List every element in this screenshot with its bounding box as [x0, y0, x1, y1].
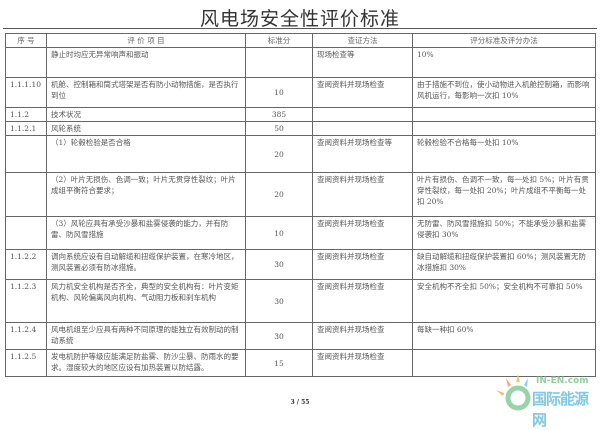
row-number	[5, 135, 47, 173]
row-criteria: 每缺一种扣 60%	[412, 322, 596, 350]
row-number: 1.1.2	[5, 107, 47, 122]
watermark-cn: 国际能源网	[532, 390, 589, 429]
row-number: 1.1.2.1	[5, 121, 47, 136]
row-criteria: 无防雷、防风雪措施扣 50%；不能承受沙暴和盐雾侵袭扣 30%	[412, 216, 596, 250]
watermark-logo: IN-EN.com 国际能源网	[492, 370, 597, 429]
title-divider	[3, 28, 597, 29]
table-row: 1.1.2.2 调向系统应设有自动解缆和扭缆保护装置，在寒冷地区，测风装置必须有防…	[5, 249, 596, 280]
table-row: 1.1.2.5 发电机防护等级应能满足防盐雾、防沙尘暴、防雨水的要求。湿度较大的地…	[5, 349, 596, 377]
row-method: 查阅资料并现场检查	[312, 349, 413, 377]
watermark-en: IN-EN.com	[536, 376, 589, 386]
header-method: 查证方法	[312, 33, 413, 48]
row-criteria: 10%	[412, 47, 596, 78]
table-row: 1.1.2 技术状况 385	[5, 107, 596, 122]
row-score: 385	[245, 107, 313, 122]
row-score: 50	[245, 121, 313, 136]
row-criteria	[412, 349, 596, 377]
row-score: 20	[245, 135, 313, 173]
table-header-row: 序 号 评 价 项 目 标准分 查证方法 评分标准及评分办法	[5, 33, 596, 48]
row-score: 15	[245, 349, 313, 377]
row-item: （1）轮毂检验是否合格	[46, 135, 246, 173]
sun-leaf-icon	[496, 374, 531, 411]
row-item: 风轮系统	[46, 121, 246, 136]
row-number: 1.1.2.2	[5, 249, 47, 280]
row-score: 30	[245, 249, 313, 280]
row-item: 机舱、控制箱和筒式塔架是否有防小动物措施，是否执行到位	[46, 77, 246, 108]
row-method: 查阅资料并现场检查	[312, 322, 413, 350]
row-method: 查阅资料并现场检查	[312, 216, 413, 250]
row-criteria: 叶片有损伤、色调不一致，每一处扣 5%；叶片有贯穿性裂纹，每一处扣 20%；叶片…	[412, 172, 596, 217]
row-method: 查阅资料并现场检查	[312, 172, 413, 217]
row-item: 风电机组至少应具有两种不同原理的能独立有效制动的制动系统	[46, 322, 246, 350]
table-row: 1.1.2.3 风力机安全机构是否齐全，典型的安全机构有：叶片变矩机构、风轮偏离风…	[5, 279, 596, 323]
row-method: 查阅资料并现场检查	[312, 249, 413, 280]
row-score: 10	[245, 216, 313, 250]
row-criteria: 缺自动解缆和扭缆保护装置扣 60%；测风装置无防冰措施扣 30%	[412, 249, 596, 280]
table-row: 1.1.2.4 风电机组至少应具有两种不同原理的能独立有效制动的制动系统 30 查阅资…	[5, 322, 596, 350]
row-item: 风力机安全机构是否齐全，典型的安全机构有：叶片变矩机构、风轮偏离风向机构、气动阻…	[46, 279, 246, 323]
row-method: 查阅资料并现场检查	[312, 77, 413, 108]
row-item: 技术状况	[46, 107, 246, 122]
row-criteria: 轮毂检验不合格每一处扣 10%	[412, 135, 596, 173]
table-row: 1.1.2.1 风轮系统 50	[5, 121, 596, 136]
row-item: 静止时均应无异常响声和振动	[46, 47, 246, 78]
row-item: （3）风轮应具有承受沙暴和盐雾侵袭的能力，并有防雷、防风雪措施	[46, 216, 246, 250]
row-number: 1.1.1.10	[5, 77, 47, 108]
row-score	[245, 47, 313, 78]
table-row: （3）风轮应具有承受沙暴和盐雾侵袭的能力，并有防雷、防风雪措施 10 查阅资料并现场…	[5, 216, 596, 250]
row-criteria	[412, 107, 596, 122]
table-row: （1）轮毂检验是否合格 20 查阅资料并现场检查等 轮毂检验不合格每一处扣 10%	[5, 135, 596, 173]
table-row: 1.1.1.10 机舱、控制箱和筒式塔架是否有防小动物措施，是否执行到位 10 查阅资…	[5, 77, 596, 108]
row-method	[312, 121, 413, 136]
row-score: 20	[245, 172, 313, 217]
row-number	[5, 172, 47, 217]
row-score: 30	[245, 279, 313, 323]
row-criteria: 安全机构不齐全扣 50%；安全机构不可靠扣 50%	[412, 279, 596, 323]
row-number: 1.1.2.5	[5, 349, 47, 377]
row-item: （2）叶片无损伤、色调一致；叶片无贯穿性裂纹；叶片成组平衡符合要求；	[46, 172, 246, 217]
row-number: 1.1.2.3	[5, 279, 47, 323]
row-method: 查阅资料并现场检查等	[312, 135, 413, 173]
evaluation-table: 序 号 评 价 项 目 标准分 查证方法 评分标准及评分办法 静止时均应无异常响…	[5, 33, 596, 377]
row-criteria: 由于措施不到位，使小动物进入机舱控制箱，而影响风机运行，每影响一次扣 10%	[412, 77, 596, 108]
row-score: 10	[245, 77, 313, 108]
row-number	[5, 47, 47, 78]
page-number: 3 / 55	[290, 399, 310, 406]
row-number	[5, 216, 47, 250]
header-item: 评 价 项 目	[46, 33, 246, 48]
header-score: 标准分	[245, 33, 313, 48]
row-number: 1.1.2.4	[5, 322, 47, 350]
row-item: 发电机防护等级应能满足防盐雾、防沙尘暴、防雨水的要求。湿度较大的地区应设有加热装…	[46, 349, 246, 377]
row-method	[312, 107, 413, 122]
document-title: 风电场安全性评价标准	[199, 8, 400, 30]
row-method: 现场检查等	[312, 47, 413, 78]
table-row: 静止时均应无异常响声和振动 现场检查等 10%	[5, 47, 596, 78]
row-criteria	[412, 121, 596, 136]
header-no: 序 号	[5, 33, 47, 48]
row-item: 调向系统应设有自动解缆和扭缆保护装置，在寒冷地区，测风装置必须有防冰措施。	[46, 249, 246, 280]
row-method: 查阅资料并现场检查	[312, 279, 413, 323]
header-criteria: 评分标准及评分办法	[412, 33, 596, 48]
row-score: 30	[245, 322, 313, 350]
table-row: （2）叶片无损伤、色调一致；叶片无贯穿性裂纹；叶片成组平衡符合要求； 20 查阅资料…	[5, 172, 596, 217]
